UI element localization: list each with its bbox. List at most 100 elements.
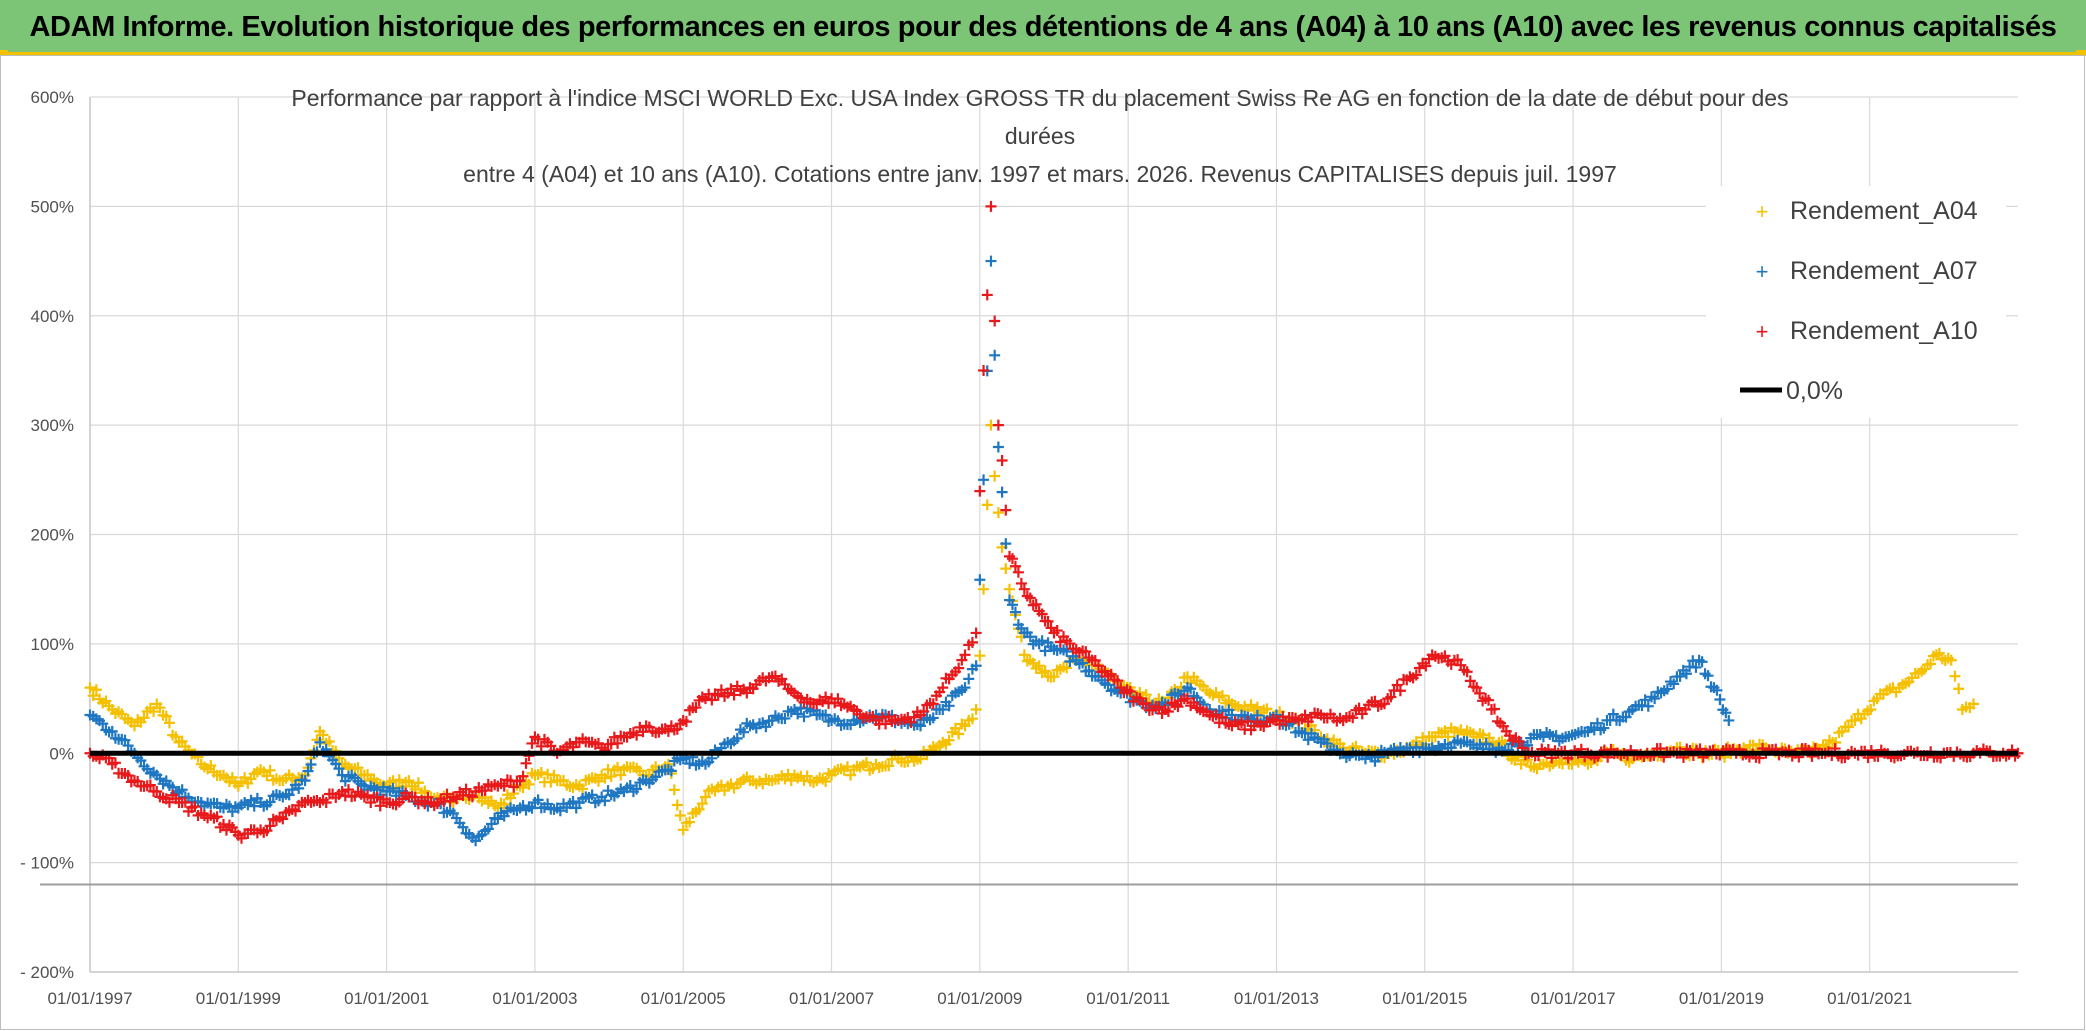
trail-Rendement_A04-36-4: [860, 757, 872, 769]
trail-Rendement_A07-0-4: [97, 718, 109, 730]
trail-Rendement_A10-60-2: [1299, 709, 1311, 721]
trail-Rendement_A10-45-2: [1000, 504, 1012, 516]
trail-Rendement_A07-1-5: [122, 740, 134, 752]
point-Rendement_A07-45: [992, 441, 1004, 453]
trail-Rendement_A04-0-1: [87, 690, 99, 702]
trail-Rendement_A07-73-3: [1591, 717, 1603, 729]
trail-Rendement_A07-40-2: [943, 700, 955, 712]
trail-Rendement_A10-25-4: [631, 729, 643, 741]
trail-Rendement_A07-76-4: [1661, 683, 1673, 695]
trail-Rendement_A07-77-3: [1680, 668, 1692, 680]
trail-Rendement_A10-47-2: [1024, 592, 1036, 604]
x-tick-label-10: 01/01/2017: [1531, 989, 1616, 1008]
trail-Rendement_A07-11-6: [333, 763, 345, 775]
trail-Rendement_A10-65-2: [1410, 669, 1422, 681]
trail-Rendement_A10-68-1: [1474, 687, 1486, 699]
trail-Rendement_A04-23-1: [577, 783, 589, 795]
point-Rendement_A10-47: [1018, 583, 1030, 595]
x-tick-label-2: 01/01/2001: [344, 989, 429, 1008]
trail-Rendement_A04-40-5: [953, 728, 965, 740]
point-Rendement_A04-29: [699, 791, 711, 803]
point-Rendement_A04-90: [1945, 654, 1957, 666]
trail-Rendement_A04-68-2: [1477, 729, 1489, 741]
trail-Rendement_A07-79-4: [1720, 707, 1732, 719]
trail-Rendement_A07-20-4: [526, 802, 538, 814]
trail-Rendement_A07-75-5: [1642, 700, 1654, 712]
legend: + Rendement_A04 + Rendement_A07 + Rendem…: [1706, 186, 2006, 418]
trail-Rendement_A10-14-5: [397, 793, 409, 805]
trail-Rendement_A07-48-1: [1036, 635, 1048, 647]
header-banner: [0, 0, 2086, 55]
point-Rendement_A07-80: [1723, 714, 1735, 726]
trail-Rendement_A10-41-2: [966, 636, 978, 648]
trail-Rendement_A10-12-2: [342, 784, 354, 796]
trail-Rendement_A04-84-5: [1843, 721, 1855, 733]
trail-Rendement_A07-25-4: [631, 783, 643, 795]
point-Rendement_A07-44: [985, 255, 997, 267]
y-tick-label-8: - 200%: [20, 963, 74, 982]
point-Rendement_A10-41: [959, 649, 971, 661]
point-Rendement_A04-49: [1048, 671, 1060, 683]
trail-Rendement_A10-67-4: [1461, 666, 1473, 678]
trail-Rendement_A10-13-1: [362, 789, 374, 801]
trail-Rendement_A04-44-1: [989, 470, 1001, 482]
trail-Rendement_A10-5-5: [211, 811, 223, 823]
trail-Rendement_A10-17-1: [451, 793, 463, 805]
trail-Rendement_A07-27-1: [665, 765, 677, 777]
trail-Rendement_A10-64-4: [1394, 685, 1406, 697]
trail-Rendement_A07-33-1: [792, 708, 804, 720]
trail-Rendement_A04-37-4: [883, 760, 895, 772]
trail-Rendement_A10-29-2: [706, 694, 718, 706]
point-Rendement_A10-68: [1471, 682, 1483, 694]
x-tick-label-8: 01/01/2013: [1234, 989, 1319, 1008]
trail-Rendement_A04-14-4: [393, 774, 405, 786]
trail-Rendement_A04-28-6: [696, 798, 708, 810]
point-Rendement_A10-42: [970, 627, 982, 639]
trail-Rendement_A10-69-1: [1488, 703, 1500, 715]
trail-Rendement_A07-74-1: [1607, 708, 1619, 720]
trail-Rendement_A04-49-4: [1061, 662, 1073, 674]
point-Rendement_A07-43: [978, 474, 990, 486]
point-Rendement_A07-39: [915, 720, 927, 732]
trail-Rendement_A07-14-2: [387, 782, 399, 794]
trail-Rendement_A10-28-1: [680, 716, 692, 728]
trail-Rendement_A04-7-2: [239, 772, 251, 784]
trail-Rendement_A10-56-4: [1216, 711, 1228, 723]
trail-Rendement_A04-66-4: [1439, 725, 1451, 737]
trail-Rendement_A04-21-2: [535, 767, 547, 779]
trail-Rendement_A04-27-2: [668, 784, 680, 796]
chart-title-line-2: durées: [1005, 123, 1075, 149]
trail-Rendement_A10-27-3: [671, 723, 683, 735]
trail-Rendement_A10-53-1: [1140, 697, 1152, 709]
trail-Rendement_A10-8-3: [264, 820, 276, 832]
trail-Rendement_A07-44-1: [989, 349, 1001, 361]
trail-Rendement_A10-2-5: [144, 779, 156, 791]
trail-Rendement_A10-54-1: [1162, 706, 1174, 718]
trail-Rendement_A10-50-3: [1080, 646, 1092, 658]
trail-Rendement_A07-77-1: [1674, 670, 1686, 682]
trail-Rendement_A10-35-2: [832, 693, 844, 705]
trail-Rendement_A07-45-1: [996, 486, 1008, 498]
trail-Rendement_A07-31-5: [760, 721, 772, 733]
trail-Rendement_A07-42-1: [974, 574, 986, 586]
trail-Rendement_A10-57-3: [1236, 717, 1247, 729]
trail-Rendement_A07-50-2: [1077, 657, 1089, 669]
trail-Rendement_A10-56-2: [1210, 709, 1222, 721]
point-Rendement_A04-85: [1849, 714, 1861, 726]
trail-Rendement_A07-22-1: [554, 805, 566, 817]
point-Rendement_A04-41: [959, 720, 971, 732]
trail-Rendement_A10-54-4: [1172, 701, 1184, 713]
point-Rendement_A04-47: [1018, 649, 1030, 661]
trail-Rendement_A10-49-1: [1051, 625, 1063, 637]
trail-Rendement_A10-67-1: [1452, 654, 1464, 666]
trail-Rendement_A04-42-1: [974, 650, 986, 662]
y-tick-label-0: 600%: [31, 88, 74, 107]
x-tick-label-6: 01/01/2009: [937, 989, 1022, 1008]
legend-label-a10: Rendement_A10: [1790, 317, 1978, 345]
trail-Rendement_A04-41-2: [966, 713, 978, 725]
trail-Rendement_A10-3-4: [163, 796, 175, 808]
trail-Rendement_A10-62-3: [1347, 712, 1359, 724]
trail-Rendement_A10-48-3: [1042, 615, 1054, 627]
trail-Rendement_A07-48-2: [1039, 645, 1051, 657]
